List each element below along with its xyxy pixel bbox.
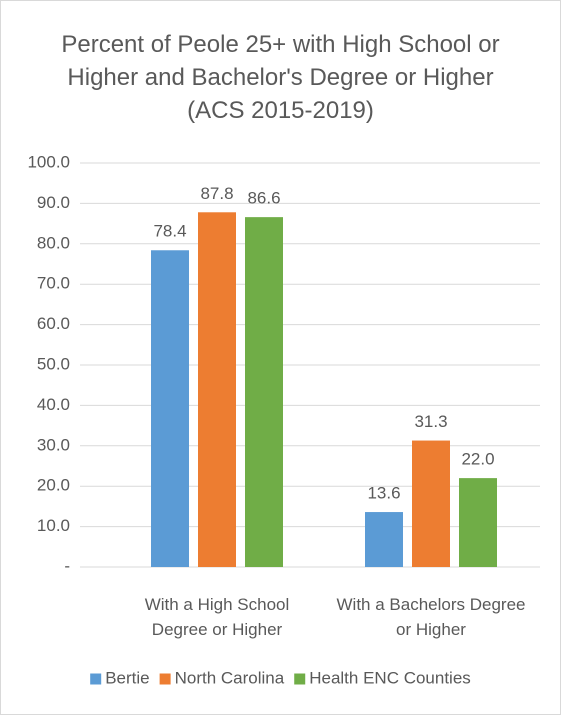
data-label: 31.3 [414,412,447,431]
legend-label: Health ENC Counties [309,668,471,687]
data-label: 78.4 [153,222,186,241]
chart-title: Percent of Peole 25+ with High School or… [61,31,500,124]
data-label: 13.6 [367,484,400,503]
legend-item: Health ENC Counties [294,668,471,687]
y-tick-label: 90.0 [37,193,70,212]
data-label: 87.8 [200,184,233,203]
bar [412,440,450,567]
bar [151,250,189,567]
legend-swatch [159,673,171,685]
legend-swatch [294,673,306,685]
y-tick-label: 50.0 [37,354,70,373]
y-tick-label: 20.0 [37,476,70,495]
legend-label: Bertie [105,668,149,687]
bar [198,212,236,567]
legend-swatch [90,673,102,685]
y-tick-label: 10.0 [37,516,70,535]
y-tick-label: 40.0 [37,395,70,414]
legend-item: Bertie [90,668,150,687]
y-tick-label: 100.0 [27,152,70,171]
x-tick-label: With a High School Degree or Higher [144,595,290,639]
y-tick-label: - [64,556,70,575]
y-tick-label: 30.0 [37,435,70,454]
bar [365,512,403,567]
y-tick-label: 80.0 [37,233,70,252]
y-tick-label: 60.0 [37,314,70,333]
x-tick-label: With a Bachelors Degree or Higher [336,595,526,639]
legend-label: North Carolina [175,668,285,687]
legend-item: North Carolina [159,668,285,687]
bar [459,478,497,567]
bar [245,217,283,568]
data-label: 86.6 [247,189,280,208]
data-label: 22.0 [461,450,494,469]
y-tick-label: 70.0 [37,274,70,293]
